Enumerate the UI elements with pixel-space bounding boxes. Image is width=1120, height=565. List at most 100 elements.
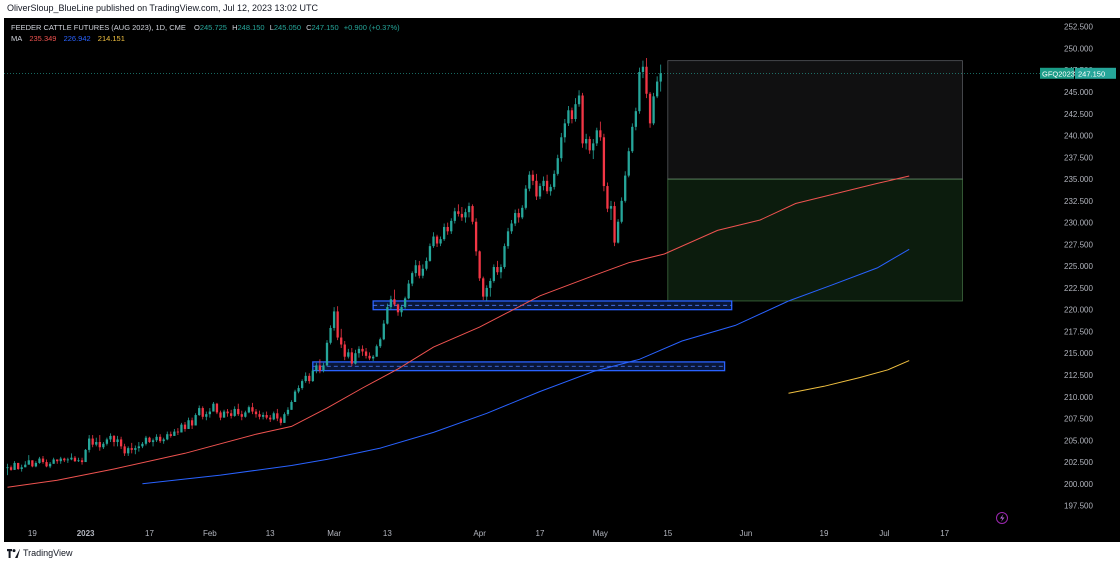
range-box-lower[interactable] <box>667 178 963 302</box>
candle-body <box>20 467 23 470</box>
time-axis-label: Jul <box>879 529 889 538</box>
lightning-icon[interactable] <box>996 512 1008 524</box>
candle-body <box>538 186 542 197</box>
candle-body <box>627 151 630 176</box>
candle-body <box>27 460 30 465</box>
time-axis-label: 17 <box>940 529 949 538</box>
time-axis-label: Jun <box>739 529 752 538</box>
price-chart[interactable]: 252.500250.000247.500245.000242.500240.0… <box>4 18 1120 542</box>
candle-body <box>585 139 588 144</box>
candle-body <box>435 236 439 244</box>
candle-body <box>173 431 176 436</box>
candle-body <box>219 412 222 418</box>
candle-body <box>372 356 375 359</box>
tradingview-logo[interactable]: TradingView <box>7 548 73 558</box>
candle-body <box>198 408 201 416</box>
candle-body <box>17 462 20 470</box>
lightning-icon-glyph <box>1000 514 1005 522</box>
candle-body <box>283 414 286 423</box>
candle-body <box>41 458 45 463</box>
candle-body <box>102 443 105 448</box>
candle-body <box>645 66 648 94</box>
candle-body <box>524 188 527 208</box>
price-axis-label: 197.500 <box>1064 502 1093 511</box>
candle-body <box>269 417 272 420</box>
candle-body <box>116 439 119 443</box>
candle-body <box>141 443 144 447</box>
candle-body <box>425 260 428 269</box>
tradingview-logo-icon <box>7 548 20 558</box>
candle-body <box>329 327 332 343</box>
time-axis-label: 19 <box>820 529 829 538</box>
candle-body <box>599 130 602 138</box>
candle-body <box>450 220 453 232</box>
candle-body <box>208 411 211 415</box>
candle-body <box>549 186 552 192</box>
candle-body <box>95 442 98 445</box>
candle-body <box>66 459 69 461</box>
candle-body <box>616 221 620 243</box>
legend-ma-3: 214.151 <box>97 34 125 43</box>
candle-body <box>567 110 570 124</box>
candle-body <box>194 415 197 426</box>
candle-body <box>59 458 62 462</box>
candle-body <box>48 463 52 467</box>
candle-body <box>148 437 151 443</box>
candle-body <box>602 137 606 187</box>
candle-body <box>521 207 524 218</box>
candle-body <box>276 413 279 419</box>
candle-body <box>471 206 474 222</box>
candle-body <box>63 458 66 461</box>
price-axis-label: 242.500 <box>1064 110 1093 119</box>
time-axis-label: 13 <box>383 529 392 538</box>
candle-body <box>634 111 637 127</box>
candle-body <box>144 437 148 444</box>
candle-body <box>489 280 492 288</box>
candle-body <box>222 411 226 418</box>
candle-body <box>453 211 456 221</box>
legend-close: 247.150 <box>311 23 339 32</box>
candle-body <box>134 448 137 450</box>
candle-body <box>517 213 520 218</box>
candle-body <box>258 414 261 417</box>
candle-body <box>457 211 460 214</box>
legend-high: 248.150 <box>237 23 265 32</box>
candle-body <box>414 265 417 274</box>
candle-body <box>293 391 297 402</box>
candle-body <box>560 137 563 159</box>
candle-body <box>290 401 293 410</box>
publish-info-bar: OliverSloup_BlueLine published on Tradin… <box>0 0 1120 18</box>
candle-body <box>620 200 623 222</box>
candle-body <box>506 231 510 247</box>
candle-body <box>340 337 343 345</box>
candle-body <box>254 411 258 415</box>
candle-body <box>215 403 219 413</box>
candle-body <box>169 434 172 436</box>
candle-body <box>98 442 101 448</box>
candle-body <box>503 246 506 268</box>
candle-body <box>176 431 180 433</box>
chart-area[interactable]: 252.500250.000247.500245.000242.500240.0… <box>4 18 1120 542</box>
candle-body <box>265 415 268 418</box>
candle-body <box>570 110 574 119</box>
candle-body <box>137 446 140 449</box>
range-box-upper[interactable] <box>667 60 963 180</box>
candle-body <box>244 412 247 417</box>
legend-low: 245.050 <box>273 23 301 32</box>
candle-body <box>641 66 645 72</box>
candle-body <box>119 439 123 447</box>
candle-body <box>212 403 215 412</box>
candle-body <box>350 352 353 364</box>
candle-body <box>382 323 385 340</box>
candle-body <box>34 462 38 467</box>
candle-body <box>496 267 499 273</box>
candle-body <box>247 407 251 413</box>
candle-body <box>361 348 364 352</box>
candle-body <box>45 462 48 467</box>
candle-body <box>332 311 336 328</box>
price-axis-label: 225.000 <box>1064 262 1093 271</box>
legend-h-label: H <box>232 23 238 32</box>
legend-row-2: MA 235.349 226.942 214.151 <box>11 33 400 44</box>
candle-body <box>261 415 265 417</box>
legend-change: +0.900 (+0.37%) <box>343 23 400 32</box>
